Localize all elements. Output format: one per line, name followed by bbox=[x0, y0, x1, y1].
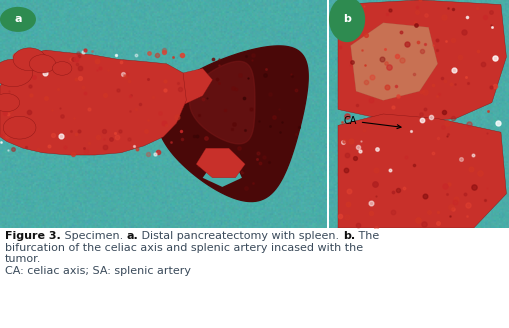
Text: b: b bbox=[343, 14, 350, 24]
Text: CA: CA bbox=[343, 116, 400, 129]
Text: Figure 3.: Figure 3. bbox=[5, 231, 61, 241]
Polygon shape bbox=[350, 23, 437, 100]
Polygon shape bbox=[157, 46, 307, 201]
Text: a: a bbox=[14, 14, 22, 24]
Text: a.: a. bbox=[126, 231, 138, 241]
Polygon shape bbox=[196, 148, 245, 178]
Circle shape bbox=[13, 48, 46, 71]
Circle shape bbox=[0, 7, 36, 32]
Text: The: The bbox=[354, 231, 379, 241]
Polygon shape bbox=[337, 114, 505, 228]
Polygon shape bbox=[0, 50, 186, 155]
Text: b.: b. bbox=[343, 231, 354, 241]
Text: Distal pancreatectomy with spleen.: Distal pancreatectomy with spleen. bbox=[138, 231, 343, 241]
Text: bifurcation of the celiac axis and splenic artery incased with the: bifurcation of the celiac axis and splen… bbox=[5, 243, 362, 253]
Circle shape bbox=[30, 55, 55, 73]
Polygon shape bbox=[166, 69, 212, 105]
Text: tumor.: tumor. bbox=[5, 254, 41, 264]
Circle shape bbox=[0, 93, 19, 112]
Circle shape bbox=[3, 116, 36, 139]
Circle shape bbox=[52, 62, 72, 75]
Circle shape bbox=[328, 0, 364, 42]
Text: CA: celiac axis; SA: splenic artery: CA: celiac axis; SA: splenic artery bbox=[5, 266, 191, 276]
Polygon shape bbox=[337, 0, 505, 123]
Polygon shape bbox=[202, 164, 241, 187]
Text: Specimen.: Specimen. bbox=[61, 231, 126, 241]
Circle shape bbox=[0, 59, 33, 87]
Polygon shape bbox=[189, 61, 254, 144]
